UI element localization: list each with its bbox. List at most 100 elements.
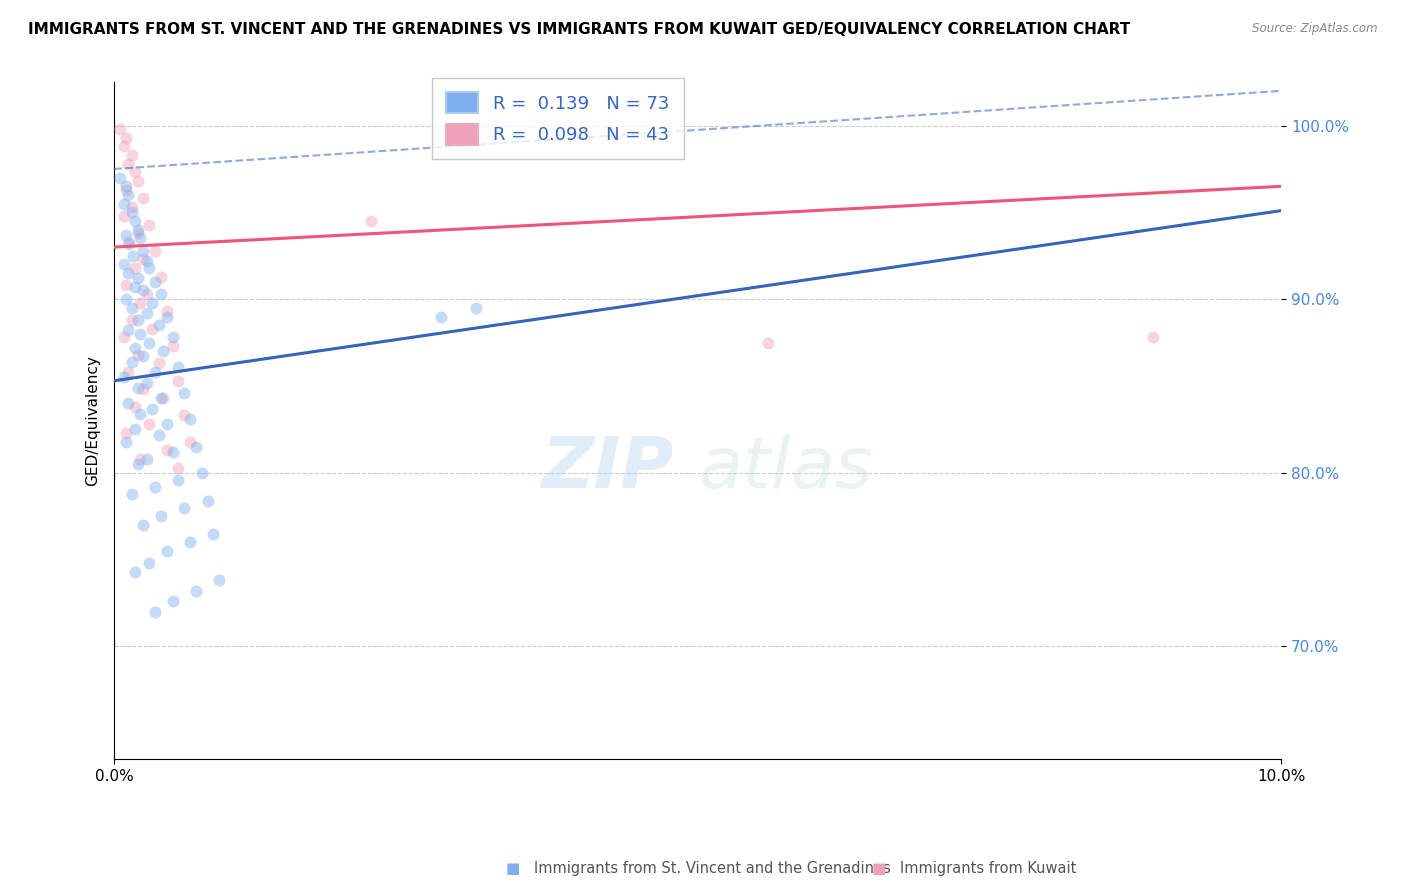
Point: [162, 330, 184, 344]
Point: [156, 544, 179, 558]
Point: [184, 583, 207, 598]
Point: [112, 370, 135, 384]
Point: [135, 254, 157, 268]
Point: [127, 348, 149, 362]
Point: [118, 236, 141, 251]
Text: Source: ZipAtlas.com: Source: ZipAtlas.com: [1253, 22, 1378, 36]
Point: [148, 356, 170, 370]
Point: [117, 396, 139, 410]
Point: [156, 443, 179, 458]
Point: [138, 335, 160, 350]
Point: [115, 434, 138, 449]
Point: [167, 473, 190, 487]
Point: [208, 574, 231, 588]
Point: [1142, 330, 1164, 344]
Point: [135, 376, 157, 390]
Point: [179, 412, 201, 426]
Point: [162, 594, 184, 608]
Point: [128, 451, 150, 466]
Point: [112, 209, 135, 223]
Point: [143, 244, 166, 258]
Point: [115, 179, 138, 194]
Point: [117, 157, 139, 171]
Point: [179, 434, 201, 449]
Point: [430, 310, 453, 324]
Point: [132, 350, 155, 364]
Point: [149, 287, 172, 301]
Point: [464, 301, 486, 315]
Point: [138, 417, 160, 432]
Point: [128, 231, 150, 245]
Point: [121, 205, 143, 219]
Point: [128, 326, 150, 341]
Point: [138, 556, 160, 570]
Point: [143, 365, 166, 379]
Point: [156, 304, 179, 318]
Point: [117, 323, 139, 337]
Point: [148, 318, 170, 333]
Point: [115, 425, 138, 440]
Point: [173, 409, 195, 423]
Point: [197, 493, 219, 508]
Point: [115, 183, 138, 197]
Point: [132, 284, 155, 298]
Point: [127, 226, 149, 240]
Point: [124, 165, 146, 179]
Text: Immigrants from Kuwait: Immigrants from Kuwait: [900, 861, 1076, 876]
Point: [143, 605, 166, 619]
Point: [143, 480, 166, 494]
Point: [124, 280, 146, 294]
Point: [127, 223, 149, 237]
Text: ■: ■: [506, 861, 520, 876]
Text: IMMIGRANTS FROM ST. VINCENT AND THE GRENADINES VS IMMIGRANTS FROM KUWAIT GED/EQU: IMMIGRANTS FROM ST. VINCENT AND THE GREN…: [28, 22, 1130, 37]
Point: [135, 451, 157, 466]
Point: [173, 500, 195, 515]
Point: [128, 407, 150, 421]
Point: [121, 313, 143, 327]
Point: [132, 192, 155, 206]
Point: [115, 227, 138, 242]
Point: [121, 200, 143, 214]
Point: [132, 252, 155, 267]
Point: [124, 260, 146, 275]
Point: [124, 400, 146, 414]
Point: [132, 244, 155, 258]
Point: [152, 344, 174, 359]
Point: [121, 148, 143, 162]
Point: [167, 460, 190, 475]
Point: [127, 381, 149, 395]
Point: [115, 130, 138, 145]
Point: [135, 287, 157, 301]
Point: [184, 440, 207, 454]
Point: [135, 306, 157, 320]
Point: [149, 269, 172, 284]
Text: atlas: atlas: [697, 434, 872, 502]
Point: [149, 509, 172, 524]
Point: [141, 295, 163, 310]
Text: ■: ■: [872, 861, 886, 876]
Point: [124, 565, 146, 579]
Point: [179, 535, 201, 549]
Point: [112, 139, 135, 153]
Point: [115, 292, 138, 306]
Point: [167, 374, 190, 388]
Point: [124, 422, 146, 436]
Text: Immigrants from St. Vincent and the Grenadines: Immigrants from St. Vincent and the Gren…: [534, 861, 891, 876]
Point: [124, 214, 146, 228]
Point: [127, 271, 149, 285]
Point: [124, 341, 146, 355]
Point: [138, 218, 160, 232]
Point: [156, 310, 179, 324]
Text: ZIP: ZIP: [543, 434, 675, 502]
Point: [112, 257, 135, 271]
Y-axis label: GED/Equivalency: GED/Equivalency: [86, 355, 100, 486]
Point: [117, 266, 139, 280]
Point: [112, 196, 135, 211]
Point: [132, 383, 155, 397]
Point: [108, 122, 131, 136]
Point: [162, 445, 184, 459]
Point: [156, 417, 179, 432]
Point: [173, 385, 195, 400]
Point: [112, 330, 135, 344]
Point: [167, 359, 190, 374]
